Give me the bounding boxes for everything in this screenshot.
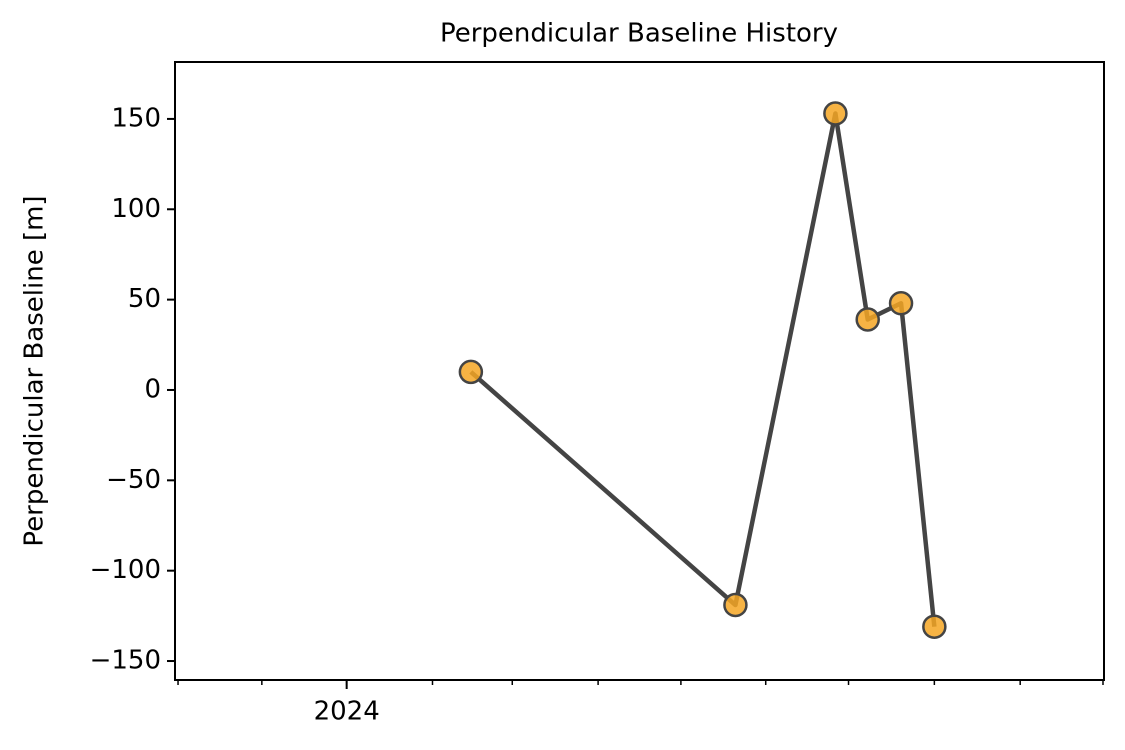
y-tick-label: 50 bbox=[128, 284, 161, 314]
data-point bbox=[823, 101, 848, 126]
plot-frame bbox=[174, 61, 1105, 681]
y-tick-label: −150 bbox=[90, 646, 161, 676]
data-point bbox=[855, 307, 880, 332]
y-tick-label: −100 bbox=[90, 555, 161, 585]
chart-title: Perpendicular Baseline History bbox=[440, 19, 838, 49]
data-line bbox=[469, 111, 937, 627]
y-tick-label: −50 bbox=[106, 465, 161, 495]
y-tick-label: 0 bbox=[144, 374, 161, 404]
data-point bbox=[922, 614, 947, 639]
data-point bbox=[888, 290, 914, 316]
y-tick-label: 100 bbox=[111, 194, 161, 224]
data-point bbox=[723, 592, 748, 618]
x-tick-label: 2024 bbox=[314, 697, 380, 727]
data-point bbox=[458, 359, 484, 385]
y-axis-label: Perpendicular Baseline [m] bbox=[20, 195, 50, 546]
y-tick-label: 150 bbox=[111, 103, 161, 133]
